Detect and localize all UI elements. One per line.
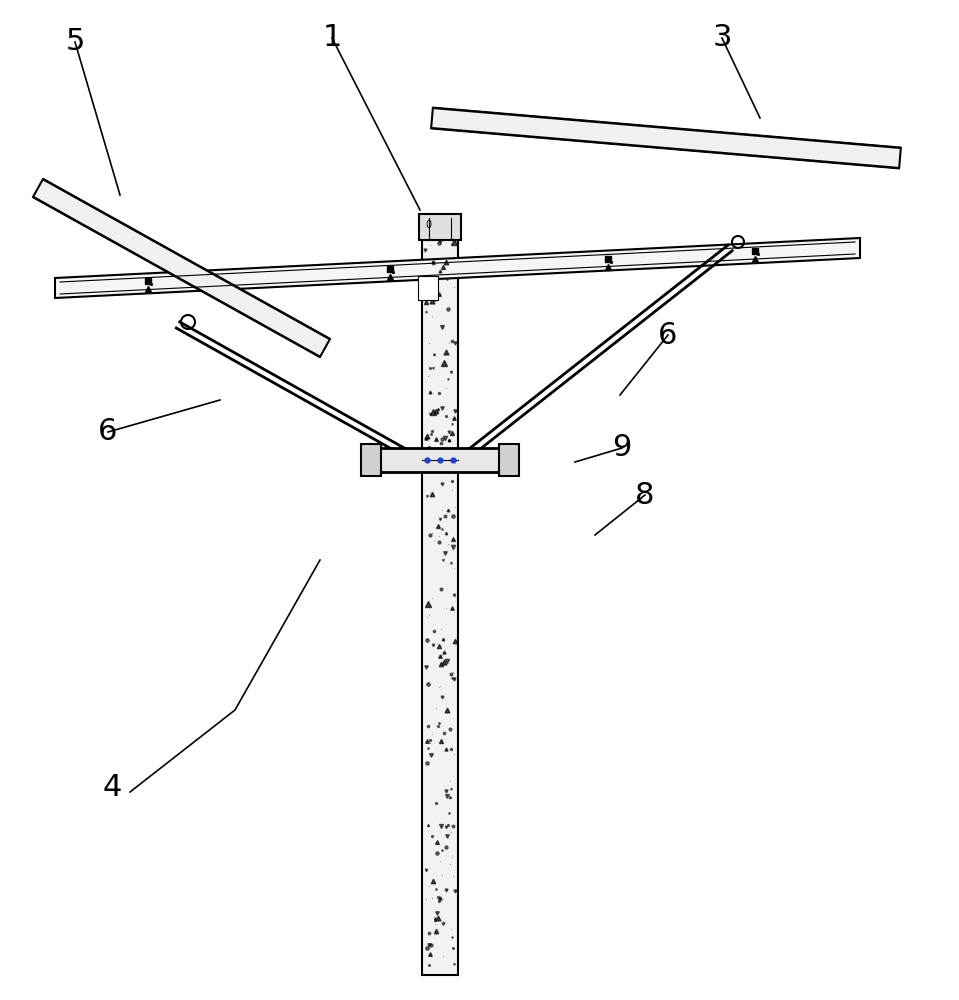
Polygon shape — [55, 238, 860, 298]
Text: 6: 6 — [658, 320, 678, 350]
Text: 4: 4 — [103, 774, 122, 802]
Text: 5: 5 — [65, 27, 84, 56]
Polygon shape — [432, 108, 901, 168]
Text: 0: 0 — [425, 220, 432, 230]
Text: 8: 8 — [635, 481, 655, 510]
Bar — [418, 276, 438, 300]
Polygon shape — [34, 179, 330, 357]
Bar — [361, 444, 381, 476]
Bar — [422, 218, 458, 975]
Bar — [499, 444, 519, 476]
Text: 3: 3 — [713, 23, 732, 52]
Bar — [419, 214, 461, 240]
Text: 1: 1 — [322, 23, 341, 52]
Text: 9: 9 — [612, 434, 632, 462]
Bar — [365, 448, 515, 472]
Text: 6: 6 — [99, 418, 118, 446]
